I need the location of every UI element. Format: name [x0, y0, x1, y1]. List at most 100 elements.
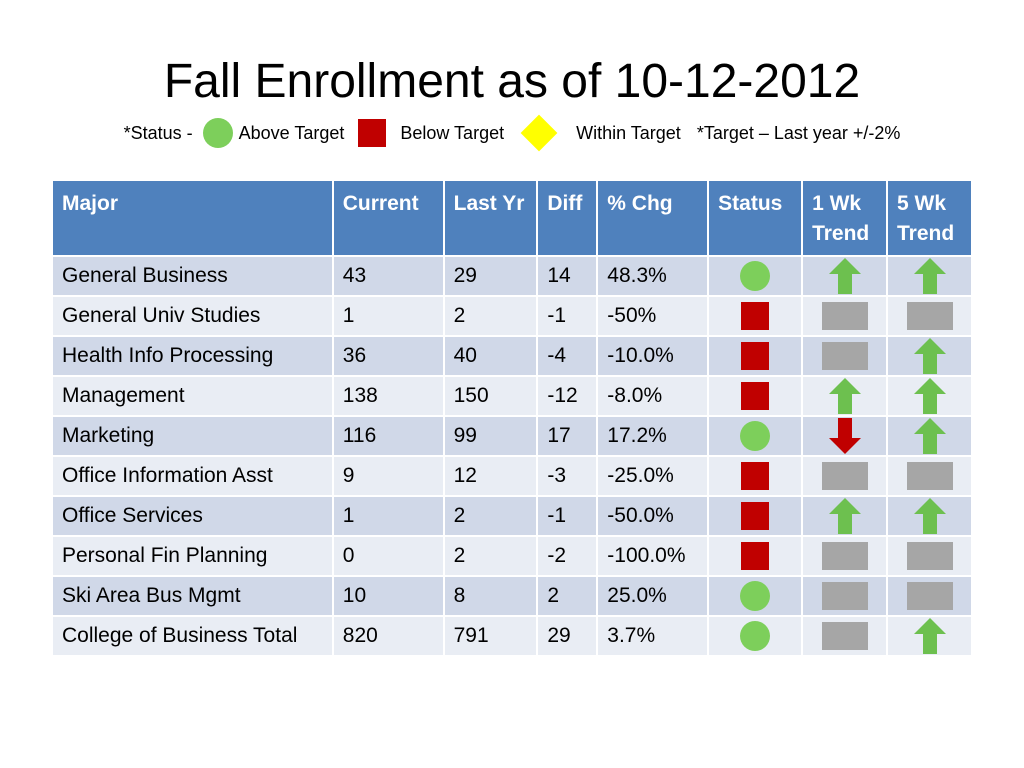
table-row: General Univ Studies 1 2 -1 -50% [51, 295, 973, 337]
cell-status [707, 255, 804, 297]
cell-5wk-trend [886, 375, 973, 417]
cell-diff: -3 [536, 455, 599, 497]
cell-pct-chg: 17.2% [596, 415, 710, 457]
cell-major: Ski Area Bus Mgmt [51, 575, 334, 617]
table-row: Office Information Asst 9 12 -3 -25.0% [51, 455, 973, 497]
cell-current: 0 [331, 535, 445, 577]
cell-pct-chg: -25.0% [596, 455, 710, 497]
green-circle-icon [202, 118, 233, 148]
table-row: Health Info Processing 36 40 -4 -10.0% [51, 335, 973, 377]
cell-current: 1 [331, 495, 445, 537]
col-header-1wk-trend: 1 Wk Trend [801, 179, 888, 257]
yellow-diamond-icon [520, 114, 558, 152]
cell-diff: 17 [536, 415, 599, 457]
trend-down-arrow-icon [828, 418, 861, 454]
trend-up-arrow-icon [913, 258, 946, 294]
cell-last-yr: 150 [442, 375, 539, 417]
cell-current: 36 [331, 335, 445, 377]
cell-status [707, 575, 804, 617]
cell-status [707, 295, 804, 337]
status-below-target-icon [741, 542, 770, 570]
cell-1wk-trend [801, 535, 888, 577]
cell-current: 43 [331, 255, 445, 297]
cell-5wk-trend [886, 415, 973, 457]
cell-1wk-trend [801, 335, 888, 377]
col-header-status: Status [707, 179, 804, 257]
trend-flat-icon [906, 582, 953, 610]
cell-diff: -1 [536, 295, 599, 337]
status-below-target-icon [741, 502, 770, 530]
cell-major: General Business [51, 255, 334, 297]
cell-major: College of Business Total [51, 615, 334, 657]
cell-1wk-trend [801, 495, 888, 537]
status-above-target-icon [740, 261, 771, 291]
cell-status [707, 375, 804, 417]
cell-status [707, 535, 804, 577]
table-row: Personal Fin Planning 0 2 -2 -100.0% [51, 535, 973, 577]
cell-pct-chg: -50% [596, 295, 710, 337]
cell-last-yr: 2 [442, 495, 539, 537]
cell-diff: -4 [536, 335, 599, 377]
trend-flat-icon [821, 582, 868, 610]
trend-flat-icon [821, 622, 868, 650]
status-below-target-icon [741, 302, 770, 330]
cell-status [707, 335, 804, 377]
col-header-1wk-line1: 1 Wk [812, 192, 862, 215]
cell-last-yr: 12 [442, 455, 539, 497]
cell-last-yr: 29 [442, 255, 539, 297]
cell-status [707, 455, 804, 497]
col-header-pct-chg: % Chg [596, 179, 710, 257]
cell-diff: 29 [536, 615, 599, 657]
cell-current: 10 [331, 575, 445, 617]
cell-status [707, 415, 804, 457]
col-header-diff: Diff [536, 179, 599, 257]
enrollment-table: Major Current Last Yr Diff % Chg Status … [51, 179, 973, 657]
cell-pct-chg: 25.0% [596, 575, 710, 617]
cell-current: 1 [331, 295, 445, 337]
cell-last-yr: 8 [442, 575, 539, 617]
legend-status-prefix: *Status - [123, 122, 193, 143]
trend-flat-icon [906, 542, 953, 570]
cell-diff: -2 [536, 535, 599, 577]
legend-above-label: Above Target [238, 122, 345, 143]
cell-1wk-trend [801, 255, 888, 297]
cell-5wk-trend [886, 255, 973, 297]
cell-major: General Univ Studies [51, 295, 334, 337]
col-header-major: Major [51, 179, 334, 257]
cell-last-yr: 2 [442, 535, 539, 577]
table-row: Marketing 116 99 17 17.2% [51, 415, 973, 457]
status-above-target-icon [740, 621, 771, 651]
cell-pct-chg: -8.0% [596, 375, 710, 417]
trend-up-arrow-icon [913, 338, 946, 374]
table-row: Management 138 150 -12 -8.0% [51, 375, 973, 417]
cell-last-yr: 40 [442, 335, 539, 377]
status-below-target-icon [741, 382, 770, 410]
trend-up-arrow-icon [828, 258, 861, 294]
trend-flat-icon [821, 342, 868, 370]
cell-5wk-trend [886, 535, 973, 577]
col-header-5wk-line1: 5 Wk [897, 192, 947, 215]
trend-flat-icon [821, 462, 868, 490]
legend-within-label: Within Target [576, 122, 681, 143]
legend-target-note: *Target – Last year +/-2% [696, 122, 901, 143]
cell-current: 9 [331, 455, 445, 497]
cell-diff: -12 [536, 375, 599, 417]
cell-pct-chg: 3.7% [596, 615, 710, 657]
col-header-5wk-trend: 5 Wk Trend [886, 179, 973, 257]
cell-1wk-trend [801, 455, 888, 497]
cell-major: Health Info Processing [51, 335, 334, 377]
legend-below-label: Below Target [400, 122, 505, 143]
col-header-current: Current [331, 179, 445, 257]
status-legend: *Status - Above Target Below Target With… [0, 114, 1024, 152]
cell-5wk-trend [886, 335, 973, 377]
trend-up-arrow-icon [913, 378, 946, 414]
cell-5wk-trend [886, 455, 973, 497]
cell-last-yr: 99 [442, 415, 539, 457]
cell-current: 138 [331, 375, 445, 417]
table-row: Office Services 1 2 -1 -50.0% [51, 495, 973, 537]
trend-up-arrow-icon [828, 378, 861, 414]
col-header-1wk-line2: Trend [812, 222, 870, 245]
cell-diff: -1 [536, 495, 599, 537]
cell-1wk-trend [801, 415, 888, 457]
cell-diff: 14 [536, 255, 599, 297]
